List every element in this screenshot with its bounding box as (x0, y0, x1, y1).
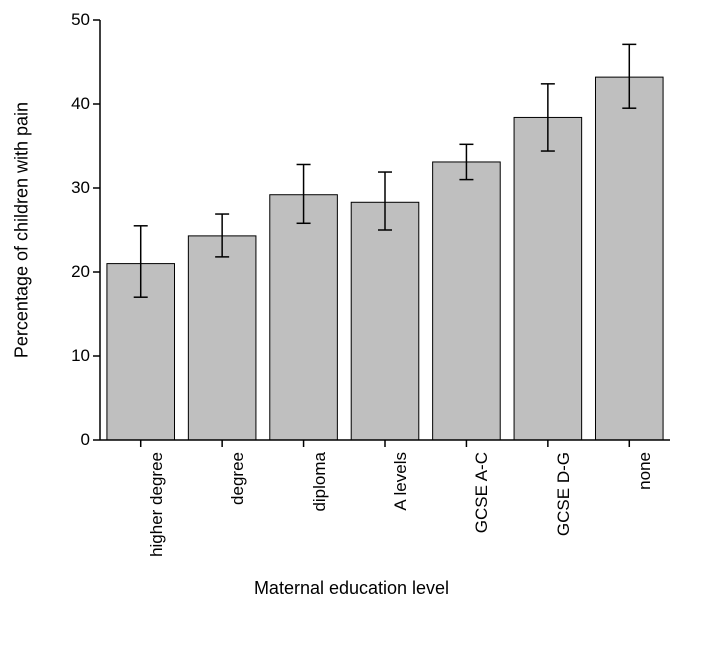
x-tick-label: higher degree (147, 452, 167, 652)
y-tick-label: 40 (64, 94, 90, 114)
bar (270, 195, 338, 440)
x-tick-label: GCSE D-G (554, 452, 574, 652)
y-tick-label: 50 (64, 10, 90, 30)
bar (433, 162, 501, 440)
bar (514, 117, 582, 440)
y-tick-label: 0 (64, 430, 90, 450)
bar (188, 236, 256, 440)
bar (595, 77, 663, 440)
x-axis-label: Maternal education level (254, 578, 449, 599)
y-tick-label: 20 (64, 262, 90, 282)
x-tick-label: diploma (310, 452, 330, 652)
y-axis-label: Percentage of children with pain (12, 102, 33, 358)
x-tick-label: degree (228, 452, 248, 652)
y-tick-label: 10 (64, 346, 90, 366)
x-tick-label: GCSE A-C (472, 452, 492, 652)
x-tick-label: A levels (391, 452, 411, 652)
chart-svg (0, 0, 703, 609)
bar-chart: Percentage of children with pain Materna… (0, 0, 703, 609)
y-tick-label: 30 (64, 178, 90, 198)
bar (351, 202, 419, 440)
x-tick-label: none (635, 452, 655, 652)
